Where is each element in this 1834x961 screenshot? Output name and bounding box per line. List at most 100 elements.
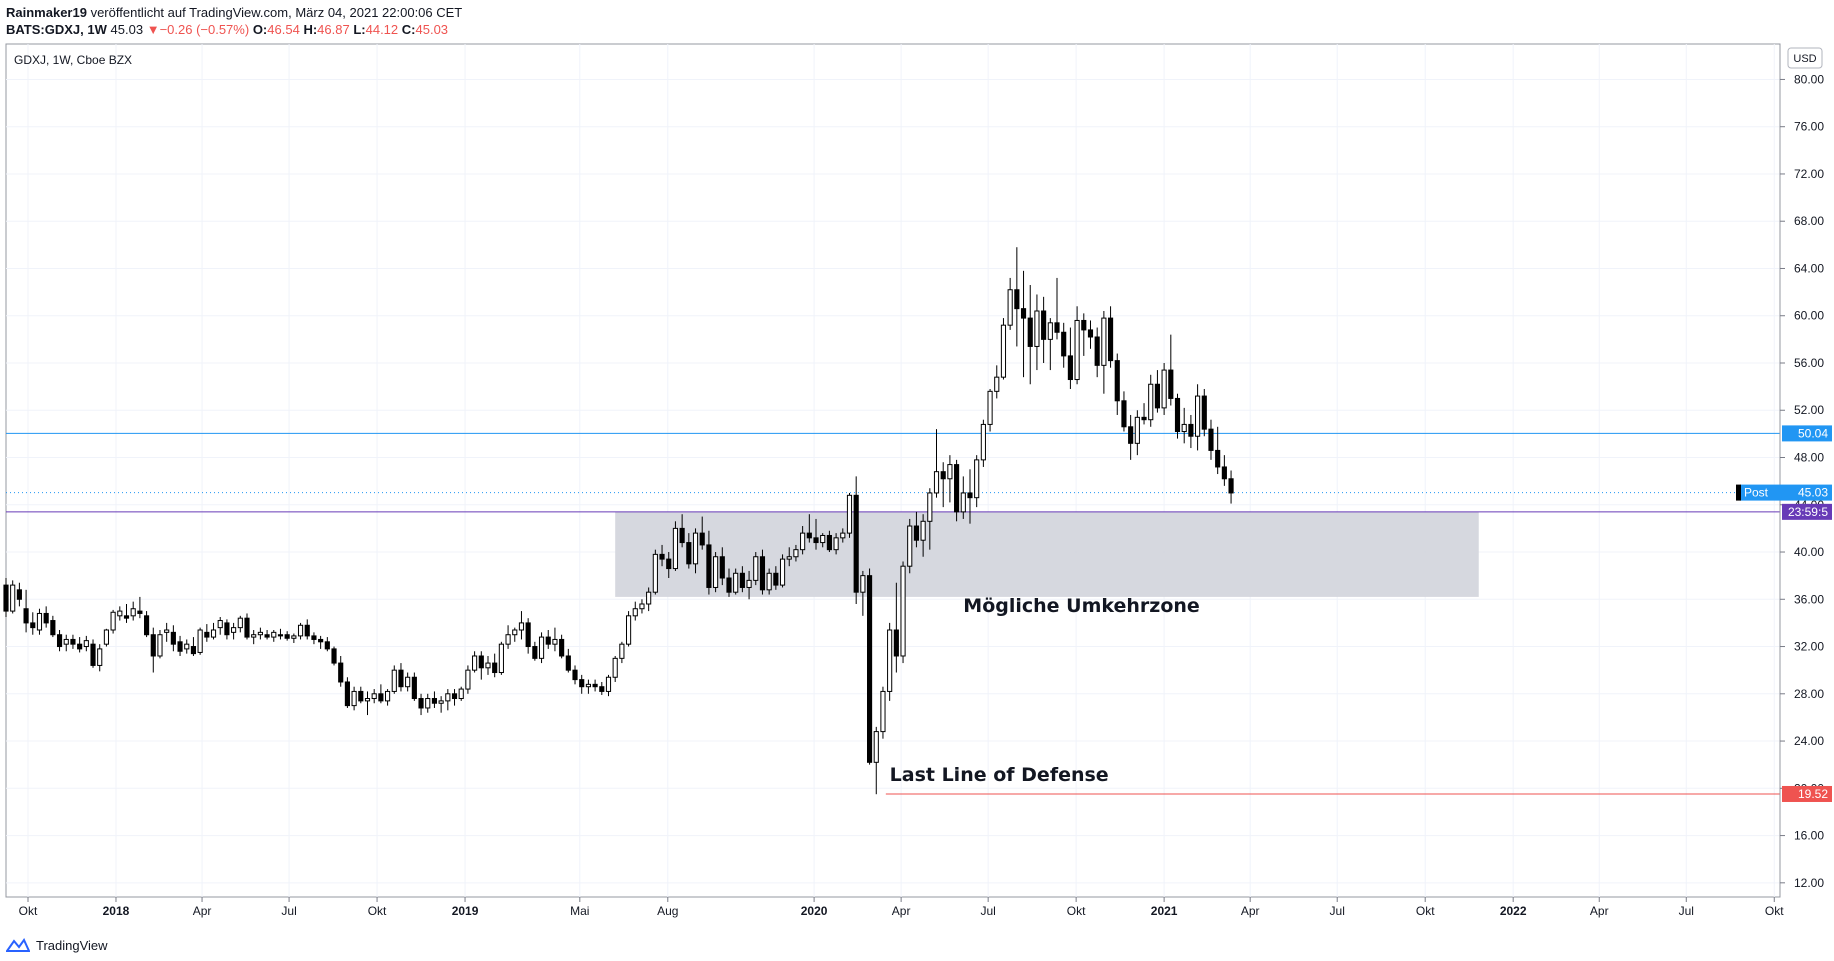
candle-body [485,662,491,669]
candle-body [713,556,719,588]
candle [271,629,277,642]
candle [231,622,237,640]
candle-body [77,643,83,650]
candle [873,726,879,795]
candle [1061,322,1067,368]
candle-body [612,657,618,678]
session-label: Post [1744,486,1769,500]
zone-label: Mögliche Umkehrzone [963,595,1200,617]
price-tick-label: 12.00 [1794,876,1824,890]
candle [927,488,933,550]
candle [184,639,190,654]
candle-body [56,634,63,648]
candle-body [16,589,22,600]
candle-body [311,635,317,640]
candle [498,641,504,675]
candle [485,655,491,675]
candle-body [565,655,571,671]
candle-body [110,611,116,631]
candle [625,611,632,647]
close-label: C: [401,22,416,37]
candle [1047,318,1053,371]
candle [773,566,779,590]
time-axis[interactable]: Okt 2018 Apr Jul Okt 2019 Mai Aug 2020 Apr Jul Okt 2… [19,897,1785,918]
candle-body [1128,426,1134,444]
candle [893,582,899,673]
candle-body [994,376,1000,392]
candle [338,655,344,687]
candle-body [706,544,712,588]
candle-body [585,683,591,688]
footer-brand[interactable]: TradingView [36,937,108,953]
candle-body [170,631,176,645]
candle-body [1020,308,1027,319]
time-tick-label: Jul [1330,904,1345,918]
candle [672,521,679,571]
candle [753,552,759,586]
candle [786,547,792,567]
candle-body [793,549,799,558]
price-tick-label: 68.00 [1794,214,1824,228]
candle [1054,277,1060,340]
candle [987,388,993,432]
time-tick-label: Okt [368,904,387,918]
candle-body [1047,322,1053,340]
candle [967,469,973,524]
candle [304,619,310,640]
candle [612,655,618,682]
candle [1094,327,1100,378]
candle [1074,306,1080,385]
candle-body [739,572,745,588]
current-price-label: 45.03 [1798,486,1828,500]
candle-body [532,646,538,659]
candle [331,646,337,666]
candle [431,691,438,708]
publisher-name[interactable]: Rainmaker19 [6,5,87,20]
candle-body [840,532,846,539]
candle-body [1041,310,1047,340]
candle [123,604,130,623]
candle-body [940,471,946,480]
candle-body [686,542,692,565]
candle-body [980,423,986,461]
candle-body [806,532,812,539]
candle [197,627,203,655]
candle [525,618,531,654]
candle-body [1081,319,1087,331]
candle-body [231,627,237,633]
candle [1201,388,1207,437]
high-label: H: [303,22,318,37]
candle [217,616,223,635]
price-label-text: 23:59:5 [1788,505,1828,519]
candle [800,526,806,555]
candle [418,693,424,716]
candle-body [358,690,364,702]
time-tick-label: Okt [1765,904,1784,918]
candle-body [1208,428,1214,451]
price-tick-label: 60.00 [1794,309,1824,323]
candle-body [592,683,598,688]
price-axis[interactable]: 12.0016.0020.0024.0028.0032.0036.0040.00… [1736,72,1832,890]
currency-button[interactable]: USD [1787,47,1823,69]
annotation-label: Last Line of Defense [890,764,1109,786]
candle [779,554,786,588]
candle-body [632,608,638,617]
candle-body [692,532,699,565]
candle-body [405,676,411,688]
candle [1148,374,1154,427]
candle [458,686,464,701]
last-price: 45.03 [110,22,144,37]
candle-body [833,537,839,551]
candle [1228,470,1234,504]
candle [1007,277,1013,330]
candle [405,672,411,692]
candle-body [933,471,940,494]
candle-body [445,693,451,702]
candle-body [893,629,899,657]
candle-body [887,629,893,692]
candle-body [625,615,632,645]
candle [224,619,230,640]
candle-body [391,669,397,692]
horizontal-lines [6,432,1780,795]
